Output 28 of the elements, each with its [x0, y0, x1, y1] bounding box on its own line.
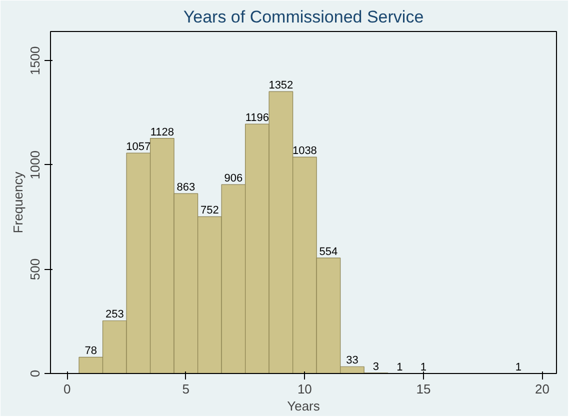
data-label: 906 [224, 172, 243, 185]
data-label: 863 [176, 182, 196, 194]
data-label: 752 [200, 204, 219, 217]
data-label: 3 [372, 360, 380, 373]
data-label: 1196 [245, 112, 270, 124]
data-label: 1128 [150, 126, 174, 138]
x-tick-label: 0 [64, 382, 71, 396]
y-tick-label: 500 [28, 258, 42, 280]
data-label: 1038 [292, 145, 317, 158]
data-label: 253 [105, 308, 124, 321]
data-label: 554 [319, 246, 338, 258]
x-tick-label: 20 [535, 382, 550, 396]
data-label: 33 [346, 354, 358, 367]
data-label: 1352 [268, 80, 294, 92]
data-label: 1 [396, 361, 403, 374]
x-tick-label: 10 [297, 382, 312, 396]
data-label: 78 [84, 345, 98, 358]
y-tick-label: 1500 [28, 46, 42, 76]
x-axis-title: Years [287, 398, 320, 414]
y-tick-label: 1000 [28, 150, 42, 180]
data-label: 1 [420, 361, 427, 374]
data-label: 1 [515, 361, 522, 374]
x-tick-label: 5 [182, 382, 190, 396]
chart-title: Years of Commissioned Service [183, 8, 424, 26]
x-tick-label: 15 [416, 382, 431, 396]
y-axis-title: Frequency [10, 171, 26, 234]
data-label: 1057 [126, 141, 151, 154]
y-tick-label: 0 [28, 370, 42, 378]
